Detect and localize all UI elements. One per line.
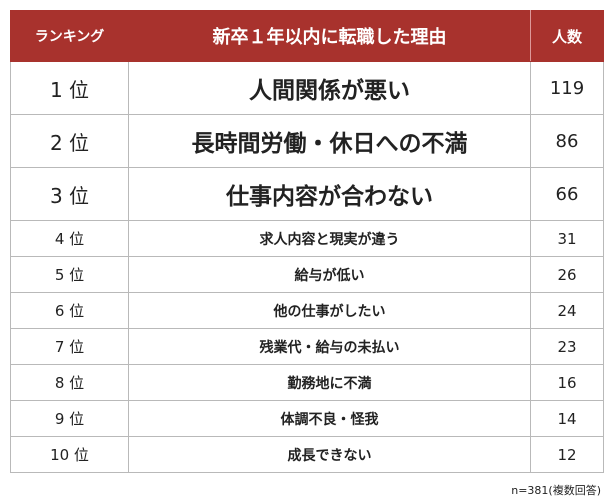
reason-cell: 体調不良・怪我: [128, 400, 531, 437]
table-row: 10 位成長できない 12: [10, 436, 604, 473]
footnote: n=381(複数回答): [511, 484, 601, 497]
count-cell: 31: [530, 220, 604, 257]
table-body: 1 位人間関係が悪い 119 2 位長時間労働・休日への不満 86 3 位仕事内容が合わ…: [10, 61, 604, 473]
reason-cell: 給与が低い: [128, 256, 531, 293]
count-cell: 26: [530, 256, 604, 293]
header-cell: 人数: [530, 10, 604, 62]
reason-cell: 残業代・給与の未払い: [128, 328, 531, 365]
table-row: 7 位残業代・給与の未払い 23: [10, 328, 604, 365]
rank-cell: 5 位: [10, 256, 129, 293]
rank-cell: 1 位: [10, 61, 129, 115]
table-row: 9 位体調不良・怪我 14: [10, 400, 604, 437]
rank-cell: 10 位: [10, 436, 129, 473]
rank-cell: 9 位: [10, 400, 129, 437]
count-cell: 12: [530, 436, 604, 473]
count-cell: 16: [530, 364, 604, 401]
count-cell: 86: [530, 114, 604, 168]
table-row: 5 位給与が低い 26: [10, 256, 604, 293]
header-cell: ランキング: [10, 10, 129, 62]
count-cell: 23: [530, 328, 604, 365]
count-cell: 119: [530, 61, 604, 115]
reason-cell: 他の仕事がしたい: [128, 292, 531, 329]
header-row: ランキング 新卒１年以内に転職した理由 人数: [10, 10, 604, 62]
reason-cell: 長時間労働・休日への不満: [128, 114, 531, 168]
table-row: 6 位他の仕事がしたい 24: [10, 292, 604, 329]
reason-cell: 勤務地に不満: [128, 364, 531, 401]
table-row: 3 位仕事内容が合わない 66: [10, 167, 604, 221]
rank-cell: 2 位: [10, 114, 129, 168]
rank-cell: 7 位: [10, 328, 129, 365]
reason-cell: 仕事内容が合わない: [128, 167, 531, 221]
ranking-table: ランキング 新卒１年以内に転職した理由 人数 1 位人間関係が悪い 119 2 位長…: [10, 10, 604, 473]
rank-cell: 4 位: [10, 220, 129, 257]
rank-cell: 8 位: [10, 364, 129, 401]
rank-cell: 6 位: [10, 292, 129, 329]
reason-cell: 成長できない: [128, 436, 531, 473]
reason-cell: 人間関係が悪い: [128, 61, 531, 115]
count-cell: 14: [530, 400, 604, 437]
count-cell: 24: [530, 292, 604, 329]
table-row: 2 位長時間労働・休日への不満 86: [10, 114, 604, 168]
table-row: 4 位求人内容と現実が違う 31: [10, 220, 604, 257]
rank-cell: 3 位: [10, 167, 129, 221]
reason-cell: 求人内容と現実が違う: [128, 220, 531, 257]
table-row: 8 位勤務地に不満 16: [10, 364, 604, 401]
table-row: 1 位人間関係が悪い 119: [10, 61, 604, 115]
count-cell: 66: [530, 167, 604, 221]
header-cell: 新卒１年以内に転職した理由: [128, 10, 531, 62]
